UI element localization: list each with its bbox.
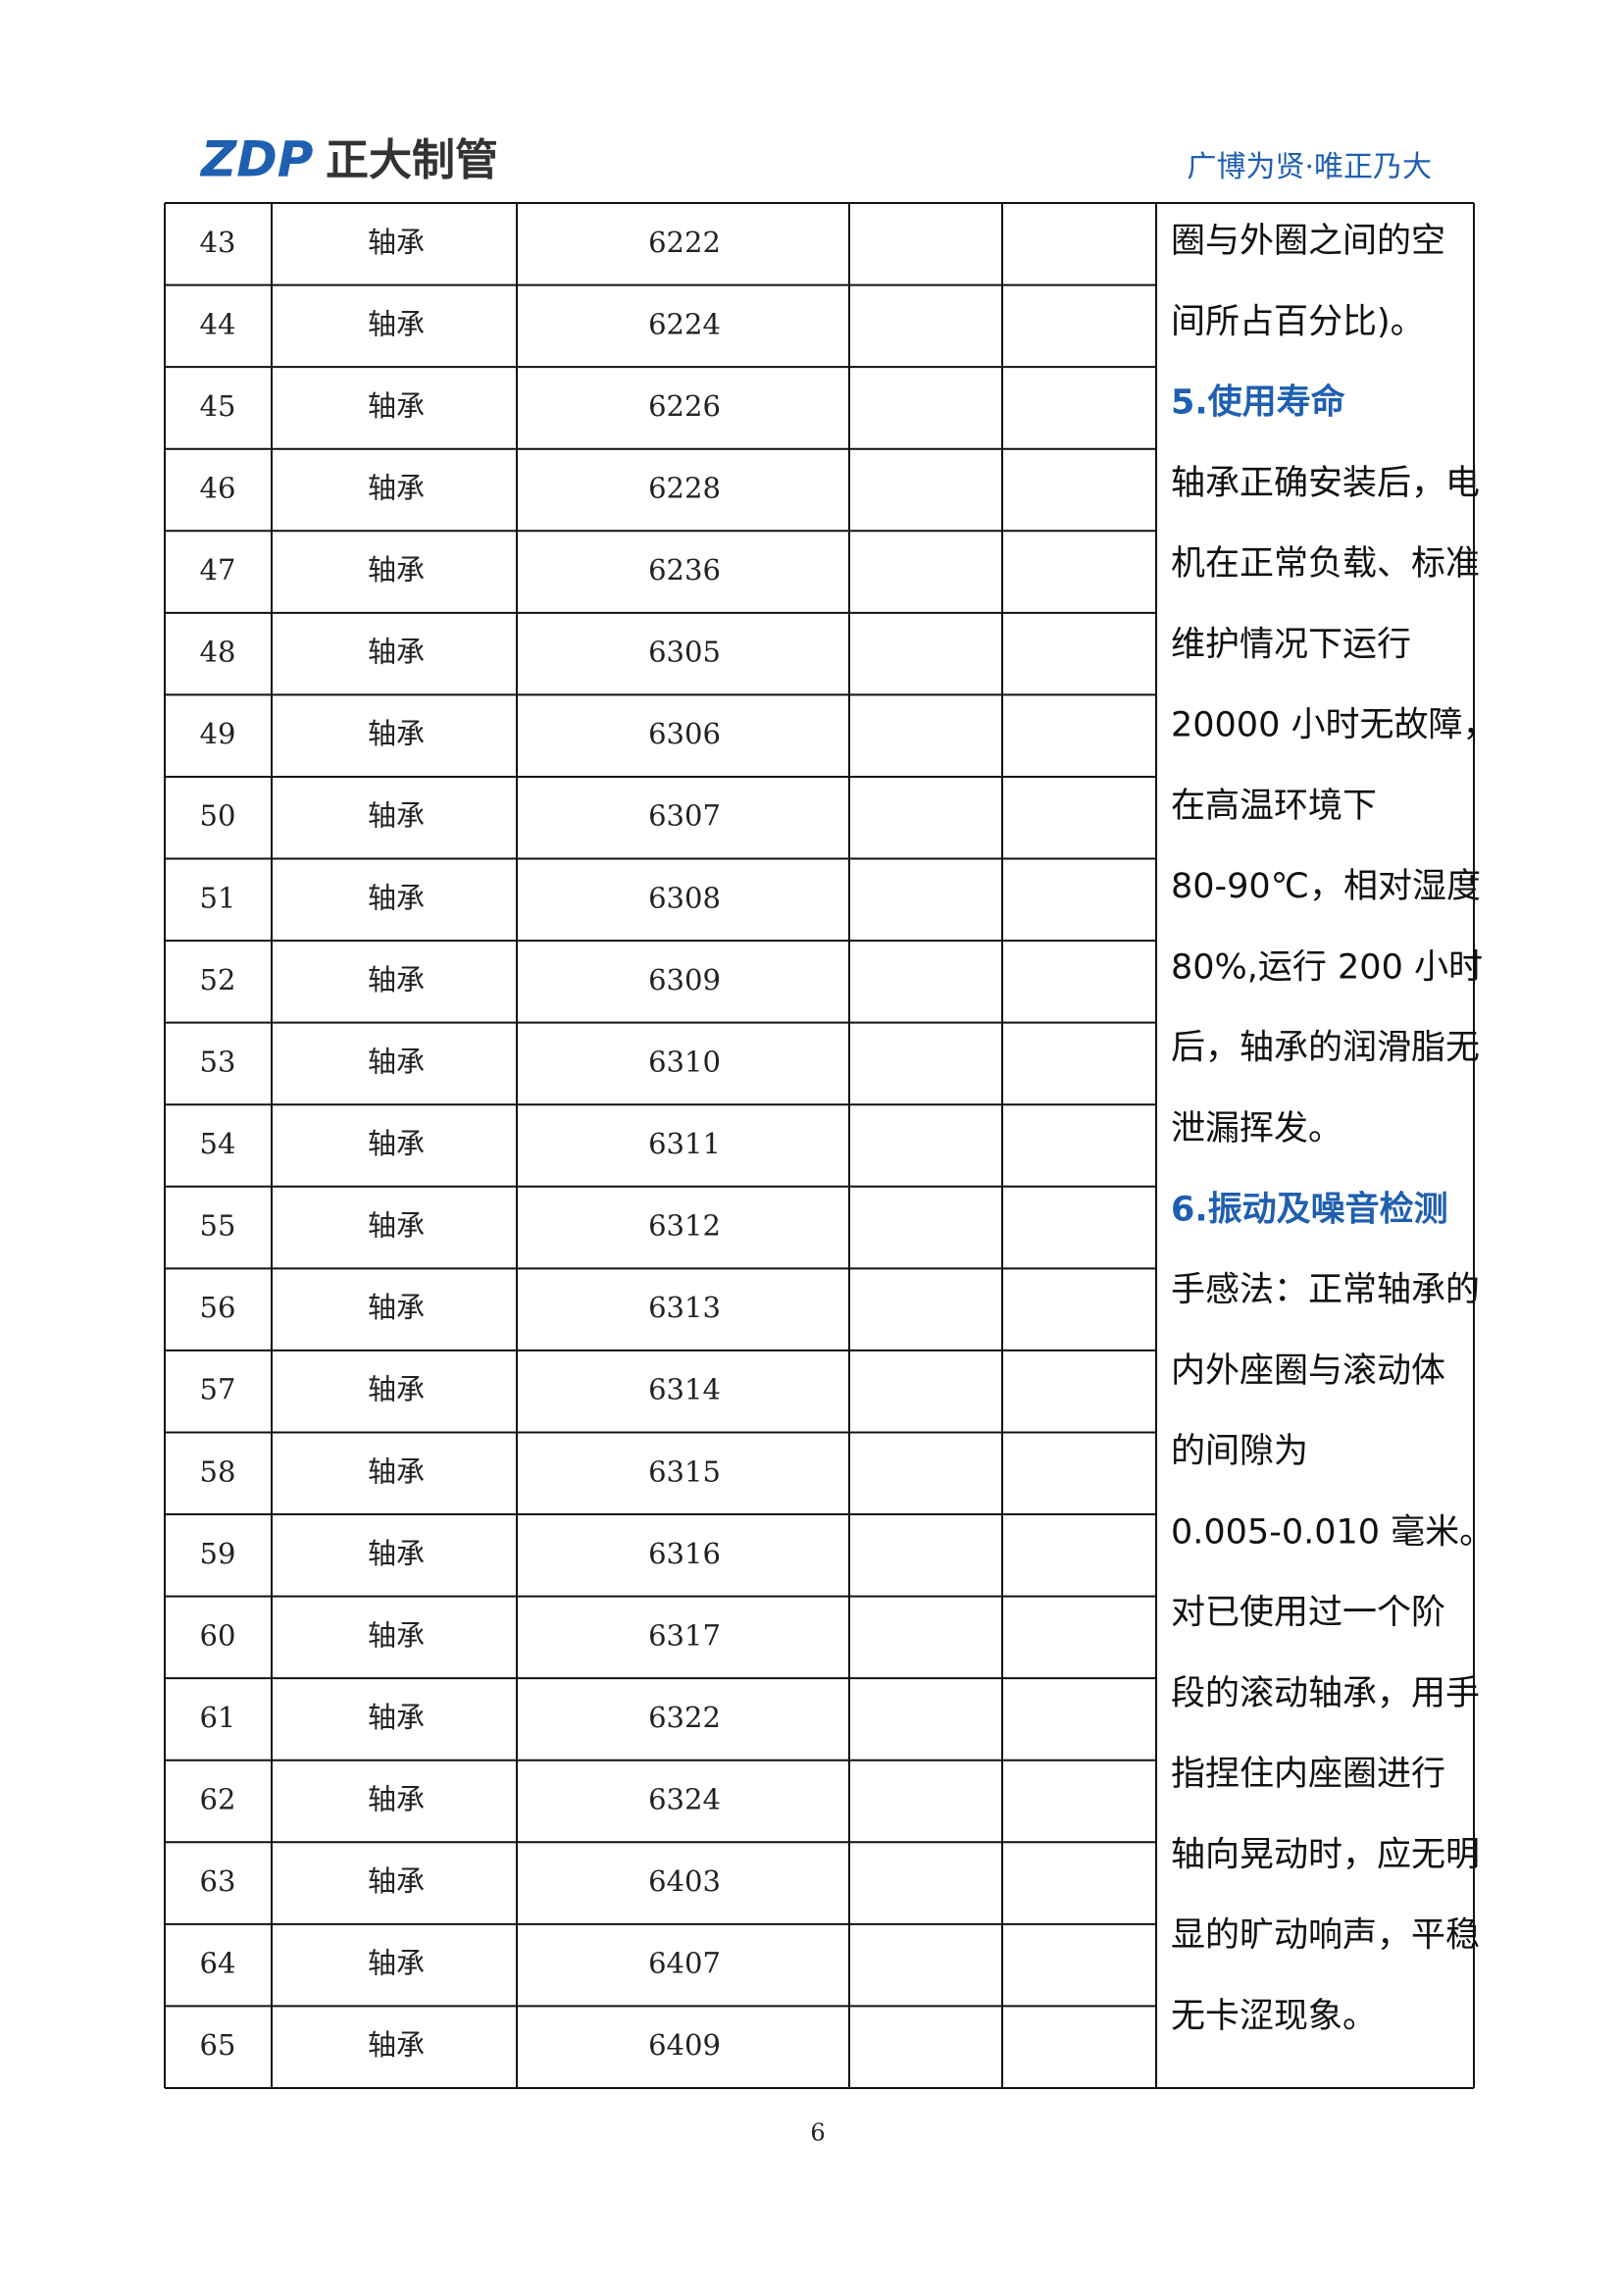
table-cell: 56 (200, 1291, 236, 1324)
side-text: 显的旷动响声，平稳 (1171, 1916, 1480, 1956)
table-cell: 6224 (648, 307, 721, 340)
table-cell: 6308 (648, 881, 721, 914)
table-cell: 59 (200, 1537, 236, 1570)
table-cell: 轴承 (368, 1618, 425, 1652)
table-cell: 轴承 (368, 1291, 425, 1324)
table-cell: 63 (200, 1864, 236, 1898)
table-cell: 55 (200, 1209, 236, 1243)
table-cell: 轴承 (368, 1127, 425, 1160)
side-text: 手感法：正常轴承的 (1171, 1271, 1480, 1310)
table-cell: 45 (200, 389, 236, 423)
table-cell: 6228 (648, 471, 721, 504)
side-heading: 6.振动及噪音检测 (1171, 1189, 1448, 1229)
table-cell: 轴承 (368, 226, 425, 259)
page-number: 6 (810, 2119, 825, 2147)
table-cell: 44 (200, 307, 236, 340)
table-cell: 轴承 (368, 881, 425, 914)
table-cell: 6314 (648, 1373, 721, 1406)
table-cell: 轴承 (368, 1701, 425, 1734)
table-cell: 轴承 (368, 553, 425, 587)
table-cell: 6322 (648, 1701, 721, 1734)
side-text: 对已使用过一个阶 (1171, 1594, 1445, 1633)
side-text: 泄漏挥发。 (1171, 1109, 1342, 1148)
table-cell: 轴承 (368, 799, 425, 833)
logo-text: 正大制管 (326, 135, 498, 185)
table-cell: 6312 (648, 1209, 721, 1243)
table-cell: 轴承 (368, 1454, 425, 1488)
table-cell: 6222 (648, 226, 721, 259)
table-cell: 轴承 (368, 471, 425, 504)
side-text: 80-90℃，相对湿度 (1171, 867, 1481, 906)
table-cell: 6313 (648, 1291, 721, 1324)
table-cell: 轴承 (368, 717, 425, 750)
table-cell: 轴承 (368, 1537, 425, 1570)
table-cell: 6310 (648, 1045, 721, 1078)
side-text: 内外座圈与滚动体 (1171, 1352, 1445, 1391)
table-cell: 6226 (648, 389, 721, 423)
table-cell: 轴承 (368, 307, 425, 340)
table-cell: 65 (200, 2028, 236, 2062)
table-cell: 6315 (648, 1454, 721, 1488)
side-text: 维护情况下运行 (1171, 625, 1411, 664)
table-cell: 轴承 (368, 1864, 425, 1898)
table-cell: 54 (200, 1127, 236, 1160)
table-cell: 轴承 (368, 389, 425, 423)
table-cell: 51 (200, 881, 236, 914)
side-text: 无卡涩现象。 (1171, 1997, 1377, 2036)
table-cell: 6403 (648, 1864, 721, 1898)
table-cell: 6236 (648, 553, 721, 587)
table-cell: 62 (200, 1783, 236, 1816)
table-cell: 52 (200, 963, 236, 996)
side-text: 间所占百分比)。 (1171, 302, 1425, 341)
table-cell: 6309 (648, 963, 721, 996)
side-text: 在高温环境下 (1171, 787, 1377, 826)
side-text: 机在正常负载、标准 (1171, 544, 1480, 584)
side-text: 圈与外圈之间的空 (1171, 222, 1445, 261)
table-cell: 43 (200, 226, 236, 259)
table-cell: 6407 (648, 1947, 721, 1980)
table-cell: 47 (200, 553, 236, 587)
table-cell: 轴承 (368, 1209, 425, 1243)
table-cell: 61 (200, 1701, 236, 1734)
table-cell: 6409 (648, 2028, 721, 2062)
table-cell: 轴承 (368, 1045, 425, 1078)
table-cell: 轴承 (368, 2028, 425, 2062)
table-cell: 轴承 (368, 1783, 425, 1816)
logo-mark: ZDP (199, 131, 313, 188)
side-text: 的间隙为 (1171, 1432, 1308, 1471)
table-cell: 53 (200, 1045, 236, 1078)
table-cell: 48 (200, 636, 236, 669)
table-cell: 46 (200, 471, 236, 504)
side-text: 0.005-0.010 毫米。 (1171, 1512, 1493, 1552)
side-text: 轴向晃动时，应无明 (1171, 1835, 1480, 1874)
table-cell: 6307 (648, 799, 721, 833)
table-cell: 6316 (648, 1537, 721, 1570)
table-cell: 轴承 (368, 963, 425, 996)
table-cell: 轴承 (368, 1373, 425, 1406)
side-text: 指捏住内座圈进行 (1171, 1755, 1445, 1794)
table-cell: 轴承 (368, 1947, 425, 1980)
table-cell: 58 (200, 1454, 236, 1488)
table-cell: 49 (200, 717, 236, 750)
table-cell: 6305 (648, 636, 721, 669)
side-text: 段的滚动轴承，用手 (1171, 1674, 1480, 1713)
slogan: 广博为贤·唯正乃大 (1187, 150, 1432, 184)
side-text: 后，轴承的润滑脂无 (1171, 1029, 1480, 1068)
table-cell: 60 (200, 1618, 236, 1652)
table-cell: 6311 (648, 1127, 721, 1160)
table-cell: 6306 (648, 717, 721, 750)
table-cell: 轴承 (368, 636, 425, 669)
side-text: 20000 小时无故障， (1171, 706, 1496, 745)
side-text: 轴承正确安装后，电 (1171, 464, 1480, 503)
table-cell: 6317 (648, 1618, 721, 1652)
table-cell: 50 (200, 799, 236, 833)
table-cell: 57 (200, 1373, 236, 1406)
side-heading: 5.使用寿命 (1171, 383, 1345, 423)
side-text: 80%,运行 200 小时 (1171, 947, 1483, 987)
table-cell: 6324 (648, 1783, 721, 1816)
table-cell: 64 (200, 1947, 236, 1980)
